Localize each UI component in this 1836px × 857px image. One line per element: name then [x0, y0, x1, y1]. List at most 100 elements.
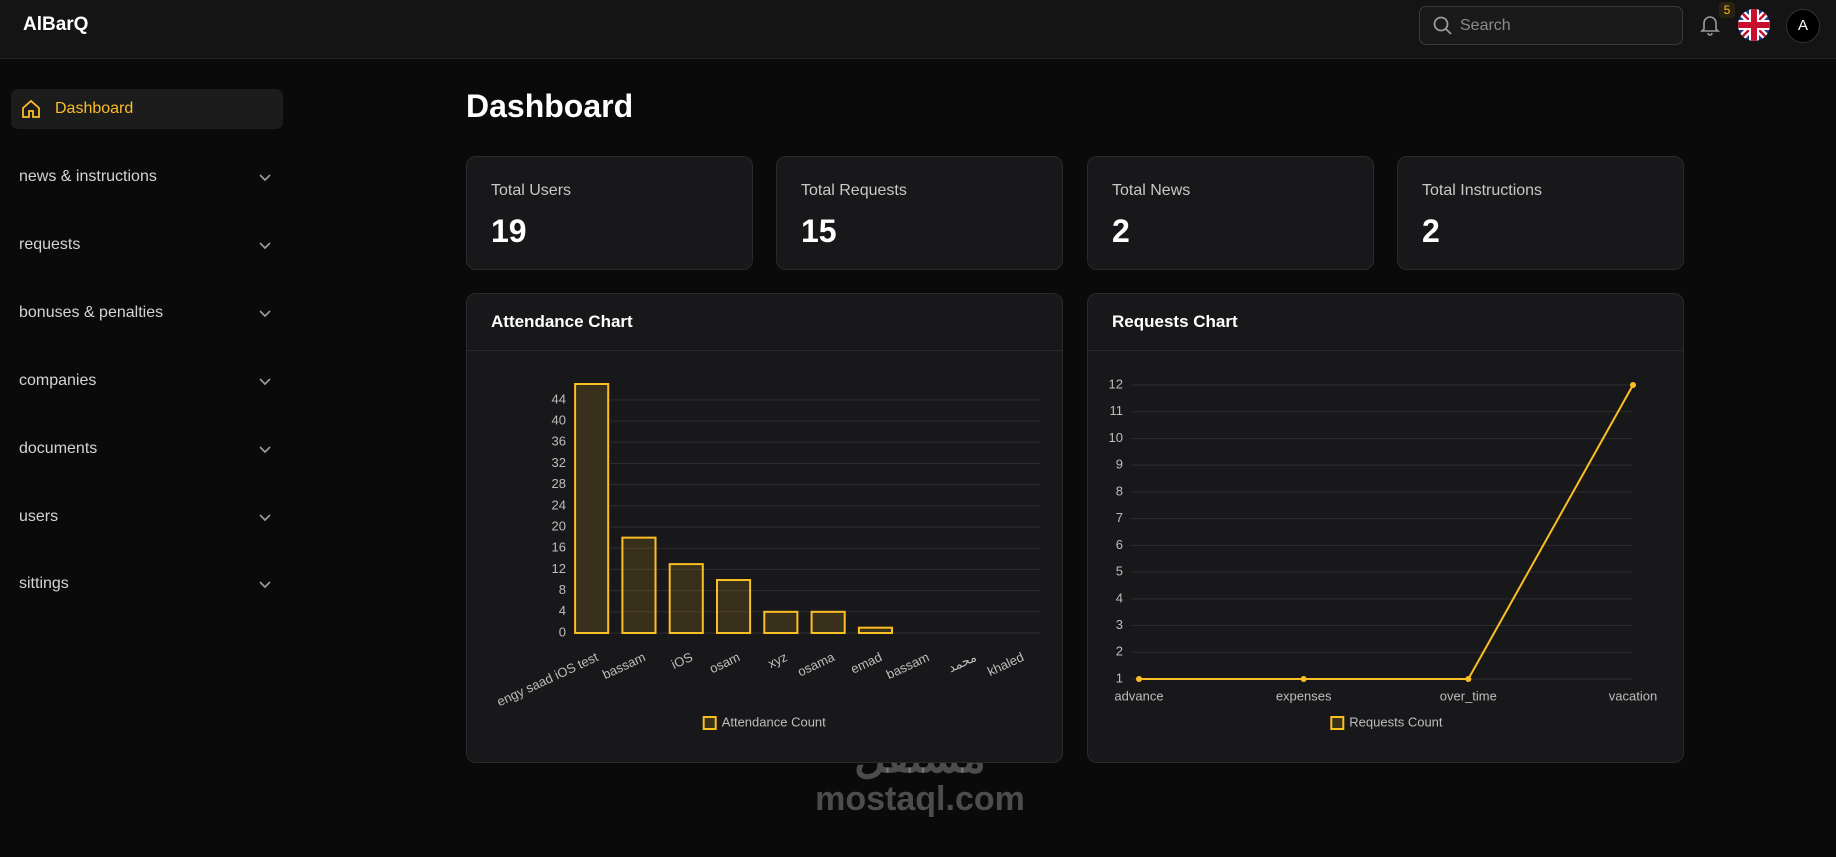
sidebar-item[interactable]: sittings: [11, 564, 283, 604]
y-tick-label: 12: [552, 561, 566, 576]
sidebar-item[interactable]: requests: [11, 225, 283, 265]
y-tick-label: 16: [552, 540, 566, 555]
chevron-icon: [259, 446, 271, 454]
y-tick-label: 44: [552, 391, 566, 406]
top-bar: AlBarQ Search 5 A: [0, 0, 1836, 59]
x-tick-label: xyz: [766, 649, 790, 671]
y-tick-label: 0: [559, 624, 566, 639]
sidebar-label: companies: [19, 372, 97, 389]
chevron-icon: [259, 310, 271, 318]
y-tick-label: 28: [552, 476, 566, 491]
y-tick-label: 36: [552, 434, 566, 449]
y-tick-label: 20: [552, 518, 566, 533]
sidebar-item[interactable]: companies: [11, 361, 283, 401]
x-tick-label: emad: [848, 649, 884, 676]
x-tick-label: engy saad iOS test: [494, 649, 600, 709]
x-tick-label: bassam: [884, 649, 932, 682]
point: [1136, 676, 1142, 682]
line: [1139, 384, 1634, 680]
search-placeholder: Search: [1460, 17, 1511, 34]
stat-label: Total Users: [491, 182, 572, 199]
chart-title: Requests Chart: [1112, 312, 1238, 331]
bell-icon[interactable]: [1698, 13, 1722, 37]
stat-value: 2: [1112, 213, 1130, 249]
y-tick-label: 40: [552, 413, 566, 428]
avatar[interactable]: A: [1786, 9, 1820, 43]
sidebar-label: documents: [19, 440, 98, 457]
sidebar-item[interactable]: Dashboard: [11, 89, 283, 129]
x-tick-label: vacation: [1609, 688, 1657, 703]
x-tick-label: khaled: [985, 649, 1026, 679]
bar: [715, 579, 752, 634]
stat-value: 19: [491, 213, 527, 249]
divider: [1088, 350, 1683, 351]
y-tick-label: 11: [1110, 403, 1124, 418]
sidebar-item[interactable]: documents: [11, 429, 283, 469]
point: [1465, 676, 1472, 682]
stat-label: Total Instructions: [1422, 182, 1543, 199]
stat-label: Total Requests: [801, 182, 907, 199]
stat-card: Total News 2: [1087, 156, 1374, 270]
bar: [668, 563, 704, 634]
chevron-icon: [259, 581, 271, 589]
y-tick-label: 1: [1116, 670, 1123, 685]
y-tick-label: 32: [552, 455, 566, 470]
sidebar-item[interactable]: bonuses & penalties: [11, 293, 283, 333]
sidebar-label: Dashboard: [55, 100, 134, 117]
chart-card: Attendance Chart 0 4 8 12 16 20 24 28 32 36 40 44 eng…: [466, 293, 1063, 763]
sidebar-label: news & instructions: [19, 168, 157, 185]
home-icon: [22, 99, 40, 118]
bar: [763, 610, 799, 634]
y-tick-label: 3: [1116, 617, 1123, 632]
bar: [810, 610, 846, 634]
page-title: Dashboard: [466, 88, 634, 124]
y-tick-label: 4: [1116, 590, 1123, 605]
divider: [467, 350, 1062, 351]
legend-swatch: [702, 716, 717, 730]
stat-label: Total News: [1112, 182, 1191, 199]
y-tick-label: 10: [1109, 430, 1123, 445]
y-tick-label: 12: [1109, 376, 1123, 391]
bar: [621, 536, 657, 634]
search-box[interactable]: Search: [1419, 6, 1683, 45]
notification-badge: 5: [1719, 2, 1735, 18]
logo[interactable]: AlBarQ: [23, 14, 89, 35]
x-tick-label: osama: [795, 649, 837, 679]
sidebar-label: bonuses & penalties: [19, 304, 164, 321]
sidebar-label: users: [19, 508, 59, 525]
y-tick-label: 9: [1116, 457, 1123, 472]
sidebar-label: requests: [19, 236, 81, 253]
x-tick-label: iOS: [669, 649, 695, 672]
y-tick-label: 8: [559, 582, 566, 597]
x-tick-label: over_time: [1440, 688, 1497, 703]
sidebar-label: sittings: [19, 575, 69, 592]
legend-label: Attendance Count: [722, 714, 826, 729]
watermark-latin: mostaql.com: [815, 780, 1025, 818]
y-tick-label: 6: [1116, 537, 1123, 552]
chevron-icon: [259, 242, 271, 250]
x-tick-label: expenses: [1276, 688, 1332, 703]
chart-card: Requests Chart 1 2 3 4 5 6 7 8 9 10 11 12 advance expe…: [1087, 293, 1684, 763]
x-tick-label: osam: [707, 649, 742, 676]
stat-card: Total Instructions 2: [1397, 156, 1684, 270]
sidebar-item[interactable]: users: [11, 497, 283, 537]
sidebar-item[interactable]: news & instructions: [11, 157, 283, 197]
language-flag[interactable]: [1737, 8, 1771, 42]
chevron-icon: [259, 174, 271, 182]
bar: [574, 383, 610, 634]
stat-card: Total Requests 15: [776, 156, 1063, 270]
stat-value: 15: [801, 213, 837, 249]
point: [1300, 676, 1307, 682]
search-icon: [1433, 16, 1452, 35]
y-tick-label: 5: [1116, 564, 1123, 579]
y-tick-label: 8: [1116, 483, 1123, 498]
stat-value: 2: [1422, 213, 1440, 249]
x-tick-label: محمد: [946, 649, 979, 675]
legend-swatch: [1330, 716, 1345, 730]
stat-card: Total Users 19: [466, 156, 753, 270]
x-tick-label: bassam: [600, 649, 648, 682]
bar: [857, 626, 894, 634]
